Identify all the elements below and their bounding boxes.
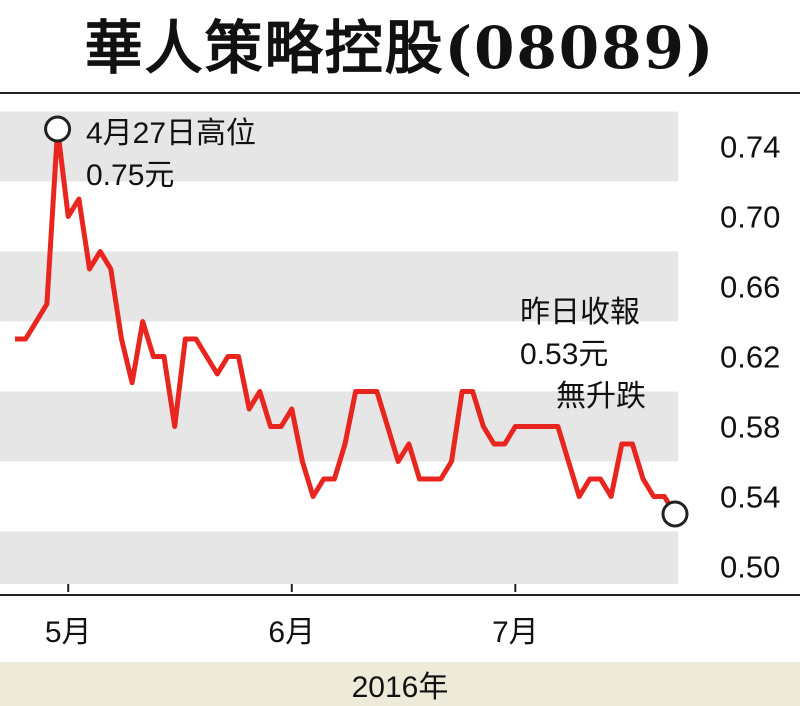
y-axis-ticks: 0.74 0.70 0.66 0.62 0.58 0.54 0.50 [720, 130, 780, 585]
x-tick-label: 5月 [45, 616, 92, 649]
close-value-label: 0.53元 [520, 338, 608, 371]
high-date-label: 4月27日高位 [86, 117, 256, 150]
x-tick-label: 6月 [268, 616, 315, 649]
grid-band [0, 111, 678, 182]
line-chart: 0.74 0.70 0.66 0.62 0.58 0.54 0.50 5月 6月 7月 4月27… [0, 111, 780, 649]
high-point-marker [44, 115, 72, 143]
close-point-marker [661, 500, 689, 528]
chart-title: 華人策略控股(08089) [84, 14, 716, 82]
grid-band [0, 531, 678, 584]
y-tick-label: 0.62 [720, 340, 780, 375]
y-tick-label: 0.58 [720, 410, 780, 445]
y-tick-label: 0.50 [720, 550, 780, 585]
x-tick-label: 7月 [492, 616, 539, 649]
x-axis-ticks: 5月 6月 7月 [45, 584, 539, 649]
close-change-label: 無升跌 [556, 380, 646, 413]
y-tick-label: 0.66 [720, 270, 780, 305]
high-value-label: 0.75元 [86, 159, 174, 192]
plot-frame [0, 92, 800, 596]
y-tick-label: 0.54 [720, 480, 780, 515]
price-series-line [15, 126, 678, 516]
y-tick-label: 0.74 [720, 130, 780, 165]
y-tick-label: 0.70 [720, 200, 780, 235]
x-axis-title: 2016年 [0, 662, 800, 706]
close-label-line1: 昨日收報 [520, 296, 640, 329]
